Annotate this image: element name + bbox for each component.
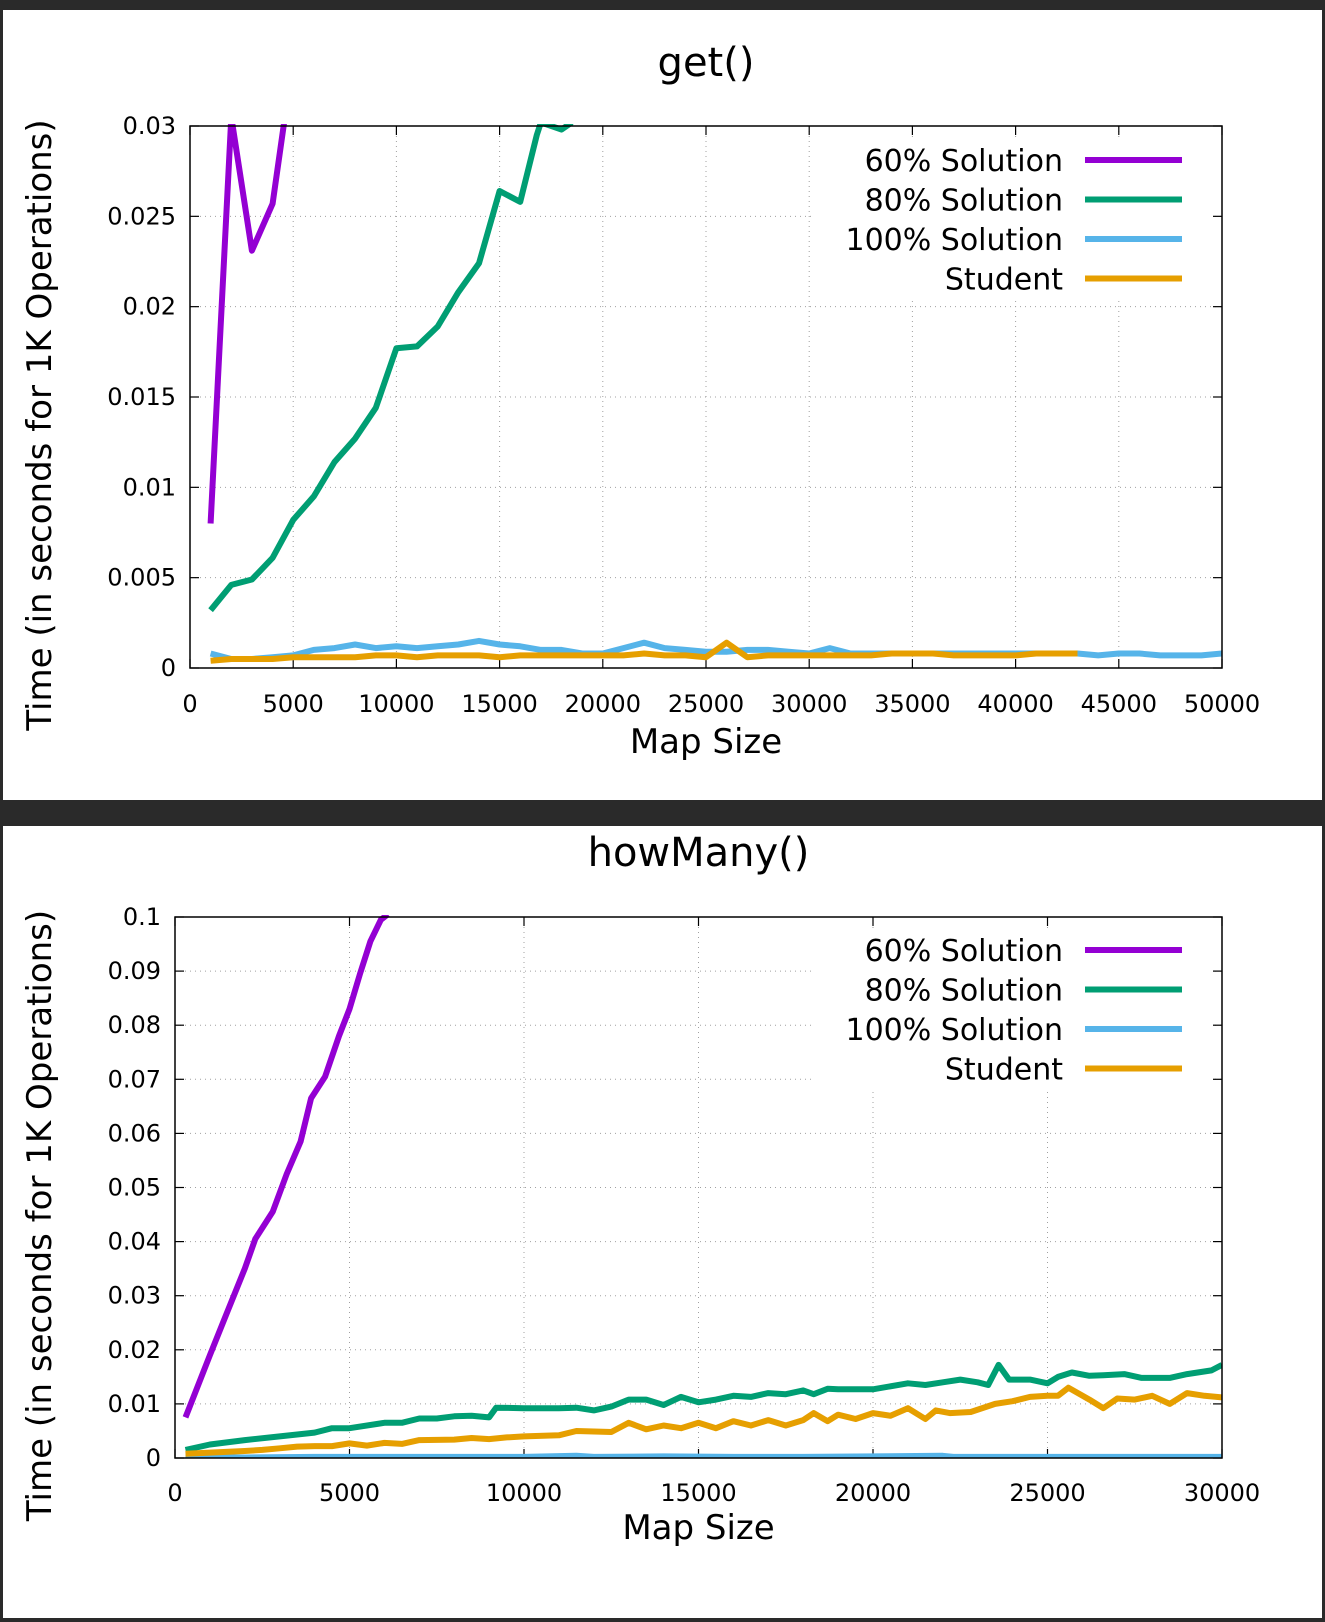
y-tick-label: 0.01 xyxy=(123,473,176,501)
y-tick-label: 0.1 xyxy=(123,903,161,931)
y-tick-label: 0.05 xyxy=(108,1174,161,1202)
x-tick-label: 10000 xyxy=(358,690,434,718)
x-tick-label: 15000 xyxy=(461,690,537,718)
x-tick-label: 25000 xyxy=(1009,1479,1085,1507)
series-line-100-solution xyxy=(185,1452,1222,1458)
x-tick-label: 5000 xyxy=(263,690,324,718)
series-line-student xyxy=(185,1384,1222,1457)
x-axis-label: Map Size xyxy=(630,722,782,762)
y-tick-label: 0.03 xyxy=(123,112,176,140)
legend-label: 80% Solution xyxy=(865,184,1063,219)
x-tick-label: 5000 xyxy=(319,1479,380,1507)
get-chart-panel: 0 5000 10000 15000 20000 25000 30000 35000 40000… xyxy=(3,10,1322,800)
x-tick-label: 35000 xyxy=(874,690,950,718)
series-line-60-solution xyxy=(207,124,287,524)
x-tick-label: 45000 xyxy=(1081,690,1157,718)
x-tick-label: 0 xyxy=(167,1479,182,1507)
howmany-chart-panel: 0 5000 10000 15000 20000 25000 30000 0 0.01 0.02 0… xyxy=(3,826,1322,1618)
y-tick-label: 0.01 xyxy=(108,1390,161,1418)
x-tick-label: 25000 xyxy=(668,690,744,718)
x-tick-label: 40000 xyxy=(977,690,1053,718)
series-line-student xyxy=(210,639,1078,664)
y-tick-label: 0.09 xyxy=(108,957,161,985)
x-tick-label: 30000 xyxy=(1184,1479,1260,1507)
series-line-80-solution xyxy=(184,1361,1222,1453)
legend-label: Student xyxy=(945,1053,1063,1088)
x-tick-label: 0 xyxy=(182,690,197,718)
series-line-80-solution xyxy=(208,124,574,613)
x-tick-label: 20000 xyxy=(565,690,641,718)
legend-background xyxy=(815,928,1215,1088)
y-tick-label: 0 xyxy=(161,654,176,682)
y-tick-label: 0.04 xyxy=(108,1228,161,1256)
chart-title: get() xyxy=(658,40,755,86)
y-tick-label: 0 xyxy=(146,1444,161,1472)
y-tick-label: 0.005 xyxy=(107,564,176,592)
y-axis-label: Time (in seconds for 1K Operations) xyxy=(20,910,60,1522)
howmany-chart: 0 5000 10000 15000 20000 25000 30000 0 0.01 0.02 0… xyxy=(20,830,1260,1548)
chart-title: howMany() xyxy=(588,830,810,876)
legend-label: 60% Solution xyxy=(865,144,1063,179)
y-tick-label: 0.025 xyxy=(107,202,176,230)
y-axis-label: Time (in seconds for 1K Operations) xyxy=(20,119,60,731)
legend-label: 100% Solution xyxy=(845,223,1063,258)
x-axis-label: Map Size xyxy=(622,1508,774,1548)
x-tick-label: 30000 xyxy=(771,690,847,718)
y-tick-label: 0.08 xyxy=(108,1011,161,1039)
legend-label: 100% Solution xyxy=(845,1013,1063,1048)
plot-frame xyxy=(174,916,1223,1459)
series-line-60-solution xyxy=(182,915,390,1419)
get-chart: 0 5000 10000 15000 20000 25000 30000 35000 40000… xyxy=(20,40,1260,762)
y-tick-label: 0.07 xyxy=(108,1065,161,1093)
x-tick-label: 50000 xyxy=(1184,690,1260,718)
y-tick-label: 0.03 xyxy=(108,1282,161,1310)
legend-label: 60% Solution xyxy=(865,934,1063,969)
legend-label: Student xyxy=(945,263,1063,298)
y-tick-label: 0.06 xyxy=(108,1119,161,1147)
x-tick-label: 15000 xyxy=(660,1479,736,1507)
y-tick-label: 0.02 xyxy=(108,1336,161,1364)
plot-frame xyxy=(189,125,1223,669)
y-tick-label: 0.02 xyxy=(123,293,176,321)
x-tick-label: 20000 xyxy=(835,1479,911,1507)
y-tick-label: 0.015 xyxy=(107,383,176,411)
legend-label: 80% Solution xyxy=(865,974,1063,1009)
x-tick-label: 10000 xyxy=(486,1479,562,1507)
legend-background xyxy=(815,138,1215,298)
